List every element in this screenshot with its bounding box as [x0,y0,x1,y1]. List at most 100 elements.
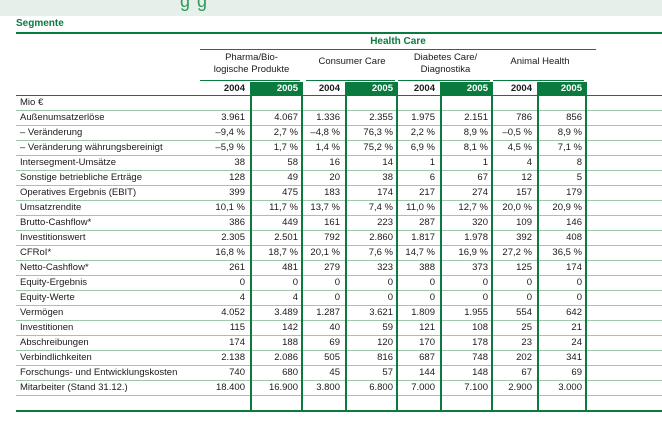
year-header-2005: 2005 [250,82,303,95]
table-cell: 1.287 [316,307,340,318]
table-row: Operatives Ergebnis (EBIT) 399 475 183 174 21… [16,186,662,201]
table-cell: –0,5 % [502,127,532,138]
table-cell: 45 [329,367,340,378]
highlight-column-border [585,82,587,410]
year-row-rule [16,95,662,96]
table-cell: 179 [566,187,582,198]
table-cell: 128 [229,172,245,183]
table-cell: 12 [521,172,532,183]
table-row: Netto-Cashflow* 261 481 279 323 388 373 125 174 [16,261,662,276]
table-cell: 121 [419,322,435,333]
table-cell: 20,0 % [502,202,532,213]
table-cell: 0 [576,277,582,288]
year-header-2005: 2005 [345,82,398,95]
table-cell: 125 [516,262,532,273]
table-cell: 8 [576,157,582,168]
table-cell: 174 [377,187,393,198]
table-cell: 7.000 [411,382,435,393]
table-cell: 0 [239,277,245,288]
highlight-column-border [250,82,252,410]
table-cell: 816 [377,352,393,363]
group-header: Consumer Care [306,56,398,68]
row-label: Umsatzrendite [20,202,82,213]
table-row: Investitionswert 2.305 2.501 792 2.860 1.817 1… [16,231,662,246]
table-cell: 2.900 [508,382,532,393]
group-header-rule [398,80,490,81]
year-header-2005: 2005 [440,82,493,95]
table-cell: 2,7 % [273,127,298,138]
highlight-column-border [345,82,347,410]
table-cell: 20,9 % [552,202,582,213]
table-cell: 2.355 [369,112,393,123]
group-header: Diabetes Care/Diagnostika [398,52,493,76]
table-cell: 38 [382,172,393,183]
table-cell: 740 [229,367,245,378]
table-cell: 18,7 % [268,247,298,258]
row-label: Brutto-Cashflow* [20,217,92,228]
table-row: Intersegment-Umsätze 38 58 16 14 1 1 4 8 [16,156,662,171]
row-label: Equity-Ergebnis [20,277,88,288]
table-row: Vermögen 4.052 3.489 1.287 3.621 1.809 1.955 55… [16,306,662,321]
table-row: Abschreibungen 174 188 69 120 170 178 23 24 [16,336,662,351]
table-cell: 0 [576,292,582,303]
table-cell: 146 [566,217,582,228]
table-cell: 25 [521,322,532,333]
table-cell: 2.151 [464,112,488,123]
table-cell: 792 [324,232,340,243]
unit-label: Mio € [20,97,44,108]
group-header-line: logische Produkte [213,64,290,75]
table-cell: 0 [292,277,298,288]
table-cell: 0 [429,277,435,288]
table-row: Mitarbeiter (Stand 31.12.) 18.400 16.900 3.… [16,381,662,396]
table-cell: 49 [287,172,298,183]
table-cell: 341 [566,352,582,363]
table-row: CFRoI* 16,8 % 18,7 % 20,1 % 7,6 % 14,7 % 16,9 … [16,246,662,261]
table-cell: 57 [382,367,393,378]
row-label: Abschreibungen [20,337,89,348]
table-cell: 11,7 % [269,202,298,213]
group-title: Health Care [370,36,426,47]
table-cell: 120 [377,337,393,348]
section-title: Segmente [16,18,64,29]
table-cell: 2,2 % [410,127,435,138]
unit-row: Mio € [16,96,662,111]
table-cell: 323 [377,262,393,273]
table-bottom-rule [16,410,662,412]
table-cell: 36,5 % [552,247,582,258]
table-cell: 5 [576,172,582,183]
table-cell: 0 [334,292,340,303]
table-cell: 170 [419,337,435,348]
table-cell: 76,3 % [363,127,393,138]
table-cell: 148 [472,367,488,378]
table-cell: 554 [516,307,532,318]
table-cell: 202 [516,352,532,363]
row-label: Equity-Werte [20,292,75,303]
table-cell: 144 [419,367,435,378]
table-cell: 1.975 [411,112,435,123]
table-cell: 408 [566,232,582,243]
table-row: Forschungs- und Entwicklungskosten 740 680… [16,366,662,381]
table-cell: 183 [324,187,340,198]
table-cell: 687 [419,352,435,363]
highlight-column-border [537,82,539,410]
table-cell: 279 [324,262,340,273]
table-cell: 2.086 [274,352,298,363]
table-cell: 16,8 % [215,247,245,258]
table-cell: 0 [387,292,393,303]
table-cell: –9,4 % [215,127,245,138]
table-row: – Veränderung währungsbereinigt –5,9 % 1,7… [16,141,662,156]
table-cell: 20,1 % [310,247,340,258]
top-cropped-heading: g g [180,0,209,11]
table-cell: 786 [516,112,532,123]
table-cell: 3.000 [558,382,582,393]
row-label: Außenumsatzerlöse [20,112,105,123]
row-label: Operatives Ergebnis (EBIT) [20,187,137,198]
table-cell: 8,9 % [557,127,582,138]
table-cell: 1.955 [464,307,488,318]
table-cell: 6,9 % [410,142,435,153]
table-cell: 399 [229,187,245,198]
section-title-rule [16,32,662,34]
table-cell: 2.860 [369,232,393,243]
table-cell: 8,1 % [463,142,488,153]
table-cell: 38 [234,157,245,168]
